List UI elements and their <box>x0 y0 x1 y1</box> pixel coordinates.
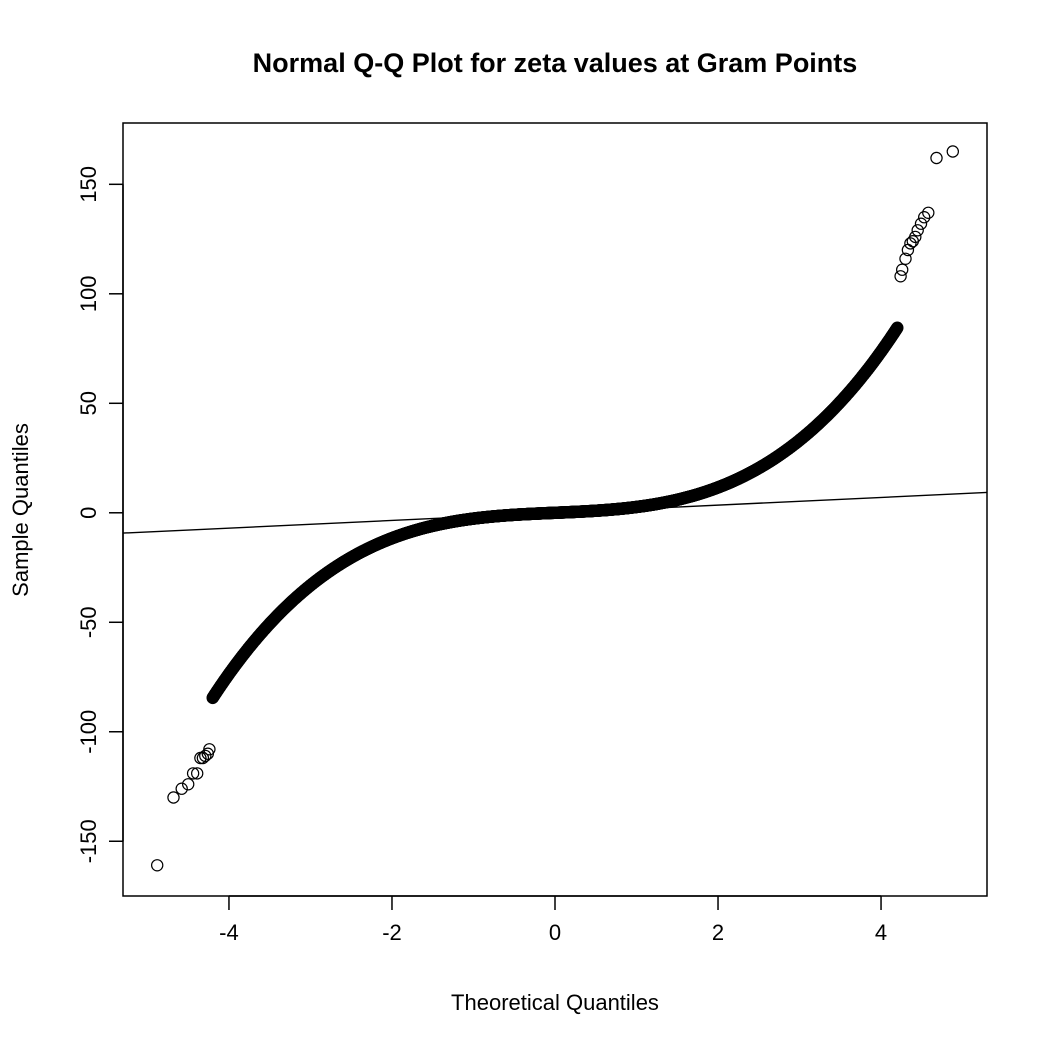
data-points <box>150 145 960 872</box>
data-point <box>922 206 935 219</box>
y-tick-label: -50 <box>76 606 101 638</box>
data-point <box>918 210 931 224</box>
data-point <box>946 145 960 158</box>
data-point <box>181 778 195 791</box>
y-tick-label: 50 <box>76 391 101 415</box>
data-point <box>186 767 200 780</box>
x-tick-label: -2 <box>382 920 402 945</box>
plot-frame <box>122 122 988 897</box>
data-point <box>899 252 912 265</box>
data-point <box>167 791 180 804</box>
y-axis-label: Sample Quantiles <box>8 423 33 597</box>
data-point <box>199 749 212 763</box>
x-tick-label: -4 <box>219 920 239 945</box>
y-tick-label: 100 <box>76 275 101 312</box>
data-point <box>150 859 164 872</box>
data-point <box>909 230 922 244</box>
data-point <box>203 743 216 756</box>
x-tick-label: 2 <box>712 920 724 945</box>
x-tick-label: 4 <box>875 920 887 945</box>
data-point <box>930 151 943 165</box>
y-tick-label: 0 <box>76 507 101 519</box>
data-point <box>914 217 928 230</box>
y-axis: -150 -100 -50 0 50 100 150 <box>76 166 124 863</box>
x-axis-label: Theoretical Quantiles <box>451 990 659 1015</box>
y-tick-label: 150 <box>76 166 101 203</box>
data-point <box>906 234 920 248</box>
x-tick-label: 0 <box>549 920 561 945</box>
data-point <box>904 237 917 250</box>
y-tick-label: -100 <box>76 710 101 754</box>
chart-title: Normal Q-Q Plot for zeta values at Gram … <box>253 48 858 78</box>
data-point <box>911 224 924 237</box>
data-point <box>896 263 909 276</box>
reference-line-group <box>123 491 987 534</box>
data-point <box>894 270 907 283</box>
data-point <box>175 782 188 795</box>
data-point <box>190 767 204 780</box>
x-axis: -4 -2 0 2 4 <box>219 895 887 945</box>
data-point <box>891 321 904 334</box>
y-tick-label: -150 <box>76 819 101 863</box>
reference-line <box>123 491 987 534</box>
